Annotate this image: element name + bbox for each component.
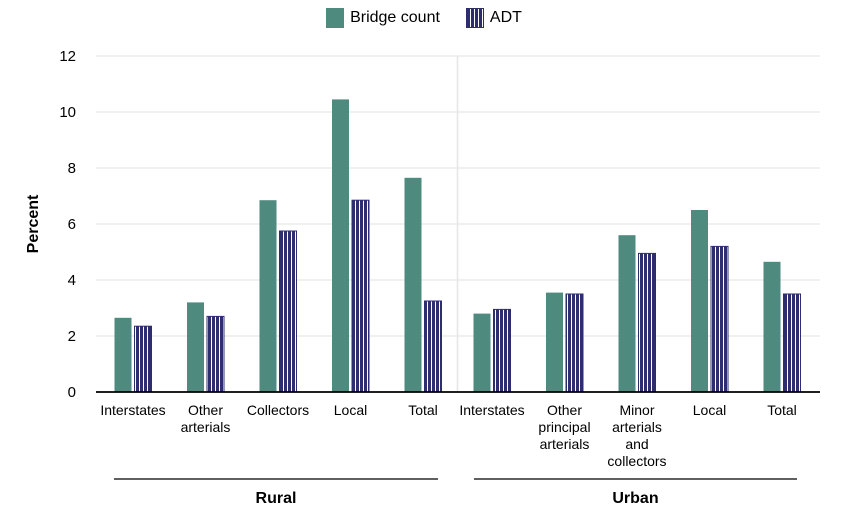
x-tick-label: Interstates: [100, 402, 165, 418]
bar-adt: [351, 199, 370, 393]
bar-adt: [424, 300, 442, 393]
x-tick-label: Local: [334, 402, 367, 418]
legend: Bridge count ADT: [0, 8, 848, 28]
bar-bridge-count: [114, 317, 132, 392]
x-tick-label: Minor arterials and collectors: [607, 402, 666, 469]
bar-bridge-count: [259, 200, 277, 392]
x-tick-label: Other arterials: [181, 402, 231, 435]
legend-label-bridge-count: Bridge count: [350, 9, 440, 26]
legend-item-adt: ADT: [465, 8, 522, 28]
legend-swatch-bridge-count: [326, 8, 345, 28]
bar-bridge-count: [404, 177, 422, 392]
x-tick-label: Total: [408, 402, 438, 418]
bar-bridge-count: [763, 261, 781, 392]
bar-bridge-count: [332, 99, 349, 393]
bar-adt: [565, 293, 584, 393]
bar-bridge-count: [691, 210, 708, 392]
legend-swatch-adt: [465, 8, 484, 28]
legend-item-bridge-count: Bridge count: [326, 8, 440, 28]
bar-bridge-count: [187, 302, 204, 392]
y-tick-label: 8: [68, 160, 76, 177]
y-tick-label: 12: [59, 48, 76, 65]
bar-adt: [279, 230, 297, 393]
group-label: Urban: [612, 490, 658, 507]
x-tick-label: Total: [767, 402, 797, 418]
bar-bridge-count: [546, 292, 563, 392]
y-tick-label: 4: [68, 272, 76, 289]
legend-label-adt: ADT: [489, 9, 522, 26]
x-tick-label: Local: [693, 402, 726, 418]
y-tick-label: 6: [68, 216, 76, 233]
group-label: Rural: [256, 490, 297, 507]
bar-bridge-count: [618, 235, 636, 392]
x-tick-label: Collectors: [247, 402, 309, 418]
y-tick-label: 10: [59, 104, 76, 121]
bar-adt: [206, 315, 225, 393]
bar-adt: [134, 325, 152, 393]
bar-adt: [783, 293, 801, 393]
x-tick-label: Interstates: [459, 402, 524, 418]
y-axis-label: Percent: [25, 194, 42, 253]
x-tick-label: Other principal arterials: [538, 402, 590, 452]
y-tick-label: 2: [68, 328, 76, 345]
bar-bridge-count: [473, 313, 491, 392]
bar-adt: [638, 252, 656, 393]
bar-adt: [493, 308, 511, 393]
y-tick-label: 0: [68, 384, 76, 401]
bar-adt: [710, 245, 729, 393]
